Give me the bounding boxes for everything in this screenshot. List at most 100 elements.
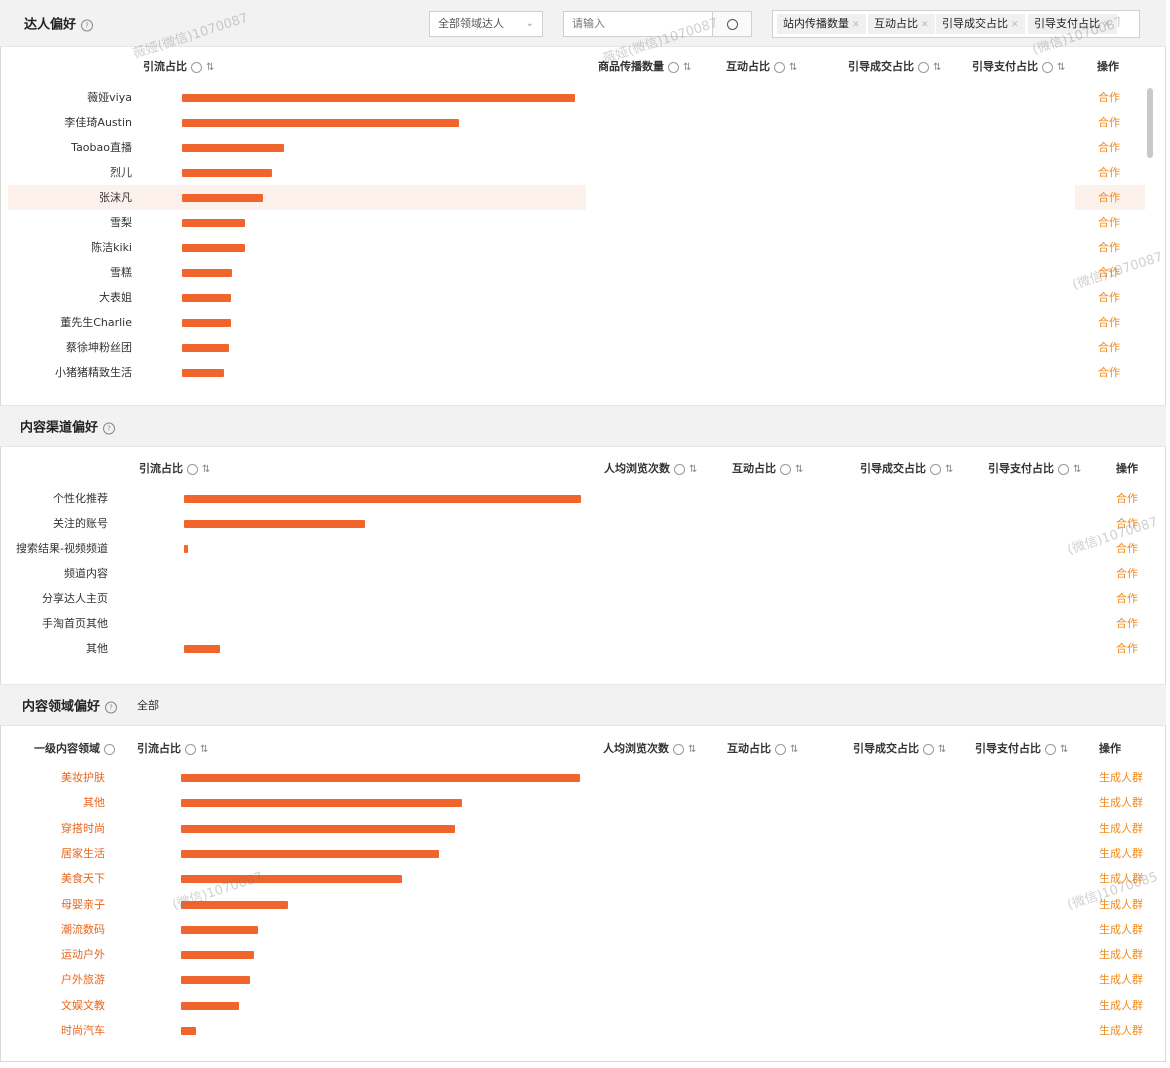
cooperate-link[interactable]: 合作 <box>1116 517 1138 530</box>
sort-icon[interactable]: ⇅ <box>790 744 799 755</box>
generate-audience-link[interactable]: 生成人群 <box>1099 998 1143 1012</box>
cooperate-link[interactable]: 合作 <box>1098 166 1120 179</box>
generate-audience-link[interactable]: 生成人群 <box>1099 846 1143 860</box>
cooperate-link[interactable]: 合作 <box>1116 592 1138 605</box>
help-icon[interactable]: ? <box>103 422 116 434</box>
column-header[interactable]: 引流占比 ⇅ <box>139 460 210 476</box>
search-input[interactable]: 请输入 <box>563 11 713 37</box>
generate-audience-link[interactable]: 生成人群 <box>1099 948 1143 962</box>
column-header[interactable]: 互动占比 ⇅ <box>732 460 803 476</box>
scrollbar-thumb[interactable] <box>1147 88 1153 158</box>
sort-icon[interactable]: ⇅ <box>206 62 215 73</box>
sort-icon[interactable]: ⇅ <box>202 464 211 475</box>
sort-icon[interactable]: ⇅ <box>683 62 692 73</box>
cooperate-link[interactable]: 合作 <box>1098 116 1120 129</box>
cooperate-link[interactable]: 合作 <box>1116 542 1138 555</box>
column-header[interactable]: 引导成交占比 ⇅ <box>853 740 946 756</box>
sort-icon[interactable]: ⇅ <box>689 464 698 475</box>
column-header[interactable]: 引流占比 ⇅ <box>143 58 214 74</box>
row-label[interactable]: 美食天下 <box>61 872 105 886</box>
cooperate-link[interactable]: 合作 <box>1098 291 1120 304</box>
row-label[interactable]: 其他 <box>83 796 105 810</box>
generate-audience-link[interactable]: 生成人群 <box>1099 796 1143 810</box>
search-button[interactable] <box>712 11 752 37</box>
metric-tag[interactable]: 互动占比 ✕ <box>868 14 935 34</box>
generate-audience-link[interactable]: 生成人群 <box>1099 872 1143 886</box>
column-header[interactable]: 引导支付占比 ⇅ <box>972 58 1065 74</box>
close-icon[interactable]: ✕ <box>1103 20 1111 30</box>
column-header[interactable]: 引导成交占比 ⇅ <box>848 58 941 74</box>
column-header[interactable]: 引导支付占比 ⇅ <box>975 740 1068 756</box>
cooperate-link[interactable]: 合作 <box>1116 642 1138 655</box>
metric-tag[interactable]: 站内传播数量 ✕ <box>777 14 866 34</box>
search-icon <box>726 19 738 30</box>
column-header[interactable]: 人均浏览次数 ⇅ <box>604 460 697 476</box>
sort-icon[interactable]: ⇅ <box>1057 62 1066 73</box>
sort-icon[interactable]: ⇅ <box>688 744 697 755</box>
column-header-label: 操作 <box>1116 462 1138 475</box>
generate-audience-link[interactable]: 生成人群 <box>1099 821 1143 835</box>
generate-audience-link[interactable]: 生成人群 <box>1099 922 1143 936</box>
row-label: 薇娅viya <box>87 91 132 104</box>
cooperate-link[interactable]: 合作 <box>1098 191 1120 204</box>
metric-tag[interactable]: 引导成交占比 ✕ <box>936 14 1025 34</box>
sort-icon[interactable]: ⇅ <box>1060 744 1069 755</box>
close-icon[interactable]: ✕ <box>1011 20 1019 30</box>
cooperate-link[interactable]: 合作 <box>1098 266 1120 279</box>
column-header[interactable]: 商品传播数量 ⇅ <box>598 58 691 74</box>
domain-filter-all[interactable]: 全部 <box>137 699 159 712</box>
domain-filter-select[interactable]: 全部领域达人 ⌄ <box>429 11 543 37</box>
metric-tag[interactable]: 引导支付占比 ✕ <box>1028 14 1117 34</box>
generate-audience-link[interactable]: 生成人群 <box>1099 973 1143 987</box>
sort-icon[interactable]: ⇅ <box>938 744 947 755</box>
cooperate-link[interactable]: 合作 <box>1098 91 1120 104</box>
column-header[interactable]: 互动占比 ⇅ <box>727 740 798 756</box>
sort-icon[interactable]: ⇅ <box>1073 464 1082 475</box>
row-label[interactable]: 运动户外 <box>61 948 105 962</box>
column-header-label: 操作 <box>1097 60 1119 73</box>
cooperate-link[interactable]: 合作 <box>1098 316 1120 329</box>
row-label[interactable]: 时尚汽车 <box>61 1024 105 1037</box>
cooperate-link[interactable]: 合作 <box>1116 567 1138 580</box>
column-header[interactable]: 人均浏览次数 ⇅ <box>603 740 696 756</box>
cooperate-link[interactable]: 合作 <box>1098 241 1120 254</box>
help-icon[interactable]: ? <box>105 701 118 713</box>
column-header-actions: 操作 <box>1097 58 1119 74</box>
cooperate-link[interactable]: 合作 <box>1098 216 1120 229</box>
row-label[interactable]: 穿搭时尚 <box>61 821 105 835</box>
cooperate-link[interactable]: 合作 <box>1098 141 1120 154</box>
help-icon[interactable]: ? <box>81 19 94 31</box>
row-label[interactable]: 潮流数码 <box>61 922 105 936</box>
row-label[interactable]: 居家生活 <box>61 846 105 860</box>
close-icon[interactable]: ✕ <box>852 20 860 30</box>
column-header-label: 引导支付占比 <box>975 742 1041 755</box>
row-label[interactable]: 母婴亲子 <box>61 897 105 911</box>
column-header[interactable]: 引导成交占比 ⇅ <box>860 460 953 476</box>
cooperate-link[interactable]: 合作 <box>1098 366 1120 379</box>
cooperate-link[interactable]: 合作 <box>1116 617 1138 630</box>
generate-audience-link[interactable]: 生成人群 <box>1099 897 1143 911</box>
generate-audience-link[interactable]: 生成人群 <box>1099 1024 1143 1037</box>
sort-icon[interactable]: ⇅ <box>933 62 942 73</box>
row-label[interactable]: 户外旅游 <box>61 973 105 987</box>
close-icon[interactable]: ✕ <box>921 20 929 30</box>
row-label: 雪糕 <box>110 266 132 279</box>
sort-icon[interactable]: ⇅ <box>200 744 209 755</box>
sort-icon[interactable]: ⇅ <box>945 464 954 475</box>
share-bar <box>182 269 232 277</box>
sort-icon[interactable]: ⇅ <box>795 464 804 475</box>
section-header-domain: 内容领域偏好? 全部 <box>0 684 1166 726</box>
cooperate-link[interactable]: 合作 <box>1098 341 1120 354</box>
column-header[interactable]: 一级内容领域 <box>34 740 115 756</box>
row-label[interactable]: 美妆护肤 <box>61 771 105 784</box>
column-header[interactable]: 引流占比 ⇅ <box>137 740 208 756</box>
share-bar <box>181 1001 239 1010</box>
cooperate-link[interactable]: 合作 <box>1116 492 1138 505</box>
metric-selector[interactable]: 站内传播数量 ✕ 互动占比 ✕ 引导成交占比 ✕ 引导支付占比 ✕ <box>772 10 1140 38</box>
row-label: 手淘首页其他 <box>42 617 108 630</box>
column-header[interactable]: 引导支付占比 ⇅ <box>988 460 1081 476</box>
row-label[interactable]: 文娱文教 <box>61 998 105 1012</box>
generate-audience-link[interactable]: 生成人群 <box>1099 771 1143 784</box>
column-header[interactable]: 互动占比 ⇅ <box>726 58 797 74</box>
sort-icon[interactable]: ⇅ <box>789 62 798 73</box>
